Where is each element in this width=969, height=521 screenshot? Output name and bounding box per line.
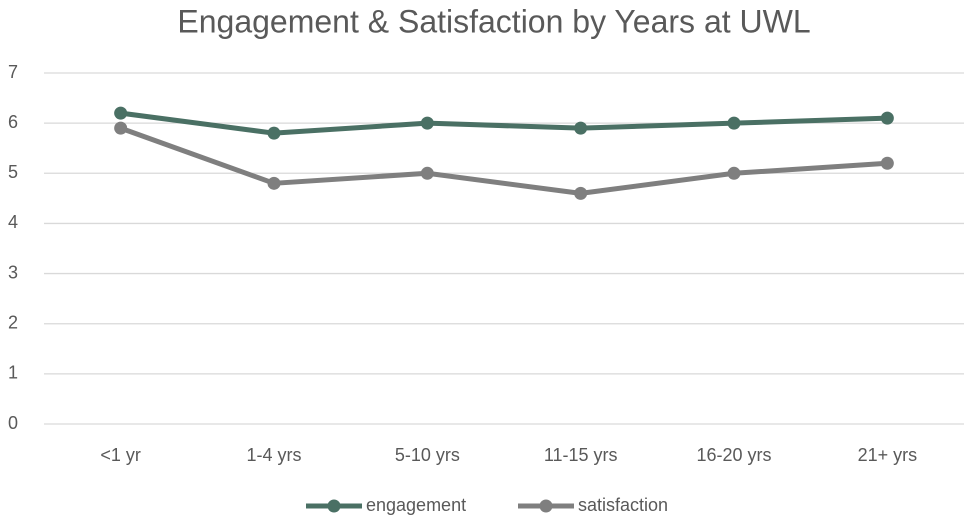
y-tick-label: 6 bbox=[8, 112, 18, 132]
point bbox=[727, 166, 741, 180]
line bbox=[119, 125, 888, 196]
y-tick-label: 0 bbox=[8, 413, 18, 433]
legend-marker bbox=[327, 499, 341, 513]
x-tick-label: 5-10 yrs bbox=[395, 445, 460, 465]
point bbox=[114, 121, 128, 135]
legend-marker bbox=[539, 499, 553, 513]
chart-title: Engagement & Satisfaction by Years at UW… bbox=[177, 3, 810, 39]
legend-label: satisfaction bbox=[578, 495, 668, 515]
point bbox=[420, 116, 434, 130]
y-tick-label: 1 bbox=[8, 363, 18, 383]
x-tick-label: 21+ yrs bbox=[858, 445, 918, 465]
point bbox=[420, 166, 434, 180]
y-tick-label: 2 bbox=[8, 312, 18, 332]
point bbox=[267, 176, 281, 190]
point bbox=[574, 121, 588, 135]
y-tick-label: 7 bbox=[8, 62, 18, 82]
x-tick-label: <1 yr bbox=[100, 445, 141, 465]
x-tick-label: 11-15 yrs bbox=[544, 445, 618, 465]
legend-label: engagement bbox=[366, 495, 466, 515]
y-tick-label: 4 bbox=[8, 212, 18, 232]
point bbox=[880, 156, 894, 170]
point bbox=[267, 126, 281, 140]
point bbox=[574, 186, 588, 200]
line bbox=[120, 110, 888, 136]
point bbox=[880, 111, 894, 125]
x-tick-label: 16-20 yrs bbox=[696, 445, 771, 465]
point bbox=[114, 106, 128, 120]
y-tick-label: 3 bbox=[8, 262, 18, 282]
point bbox=[727, 116, 741, 130]
x-tick-label: 1-4 yrs bbox=[246, 445, 301, 465]
y-tick-label: 5 bbox=[8, 162, 18, 182]
